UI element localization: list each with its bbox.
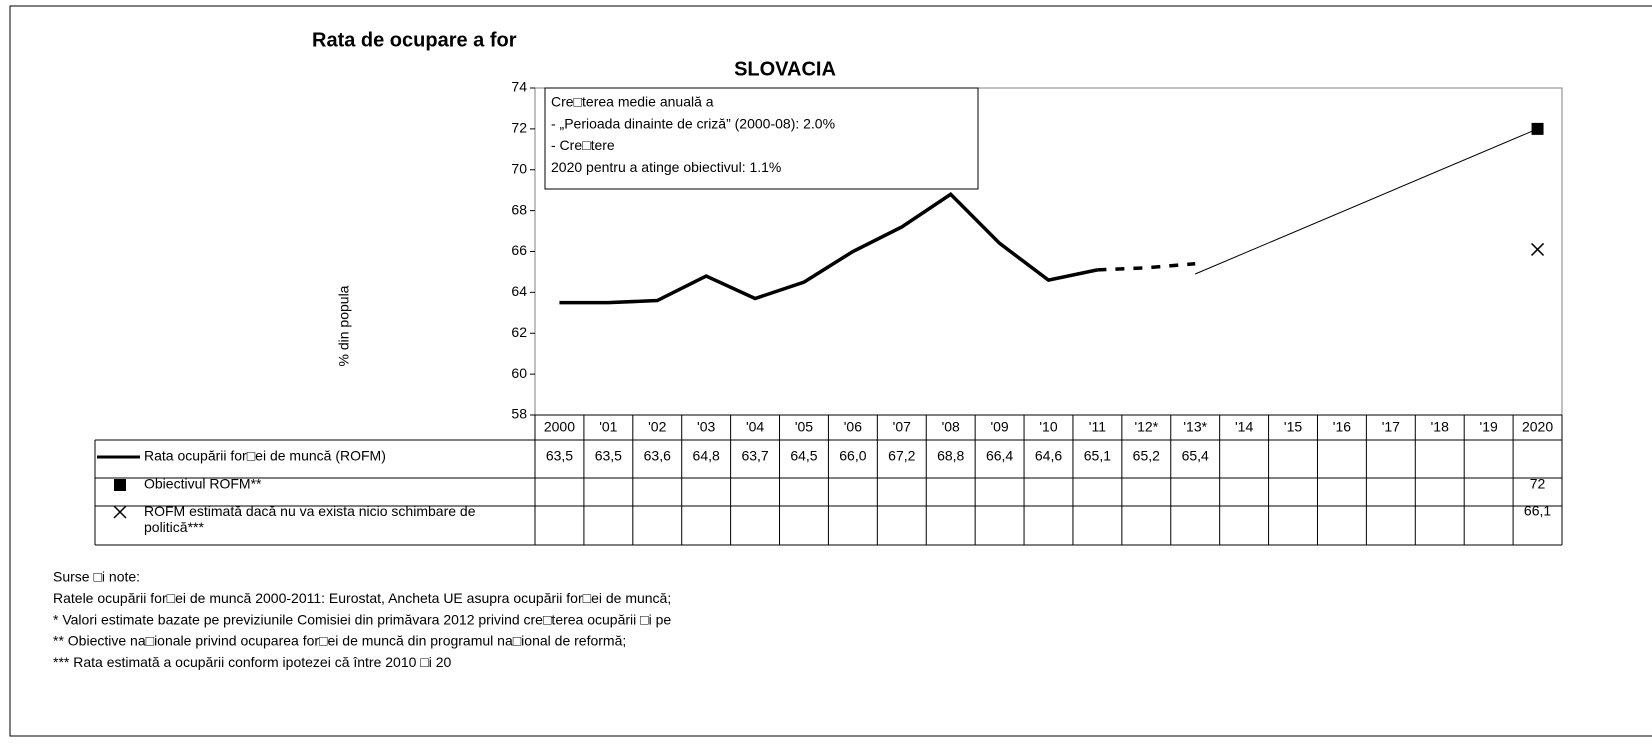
- y-axis-label: % din popula: [336, 285, 352, 366]
- x-tick-label: '17: [1382, 419, 1400, 435]
- legend-square: [114, 479, 126, 491]
- x-tick-label: 2000: [544, 419, 575, 435]
- x-tick-label: '09: [990, 419, 1008, 435]
- y-tick-label: 58: [511, 406, 527, 422]
- line: [559, 192, 1098, 305]
- x-tick-label: '05: [795, 419, 813, 435]
- y-tick-label: 64: [511, 283, 527, 299]
- legend-label: Obiectivul ROFM**: [144, 476, 262, 492]
- y-tick-label: 70: [511, 160, 527, 176]
- legend-label-line: ROFM estimată dacă nu va exista nicio sc…: [144, 503, 476, 519]
- x-tick-label: '11: [1089, 419, 1106, 435]
- annotation-line: Cre□terea medie anuală a: [551, 94, 714, 110]
- x-tick-label: '15: [1284, 419, 1302, 435]
- x-tick-label: '01: [599, 419, 617, 435]
- y-tick-label: 62: [511, 324, 527, 340]
- table-value: 66,0: [839, 448, 866, 464]
- note: Ratele ocupării for□ei de muncă 2000-201…: [53, 590, 671, 606]
- y-tick-label: 60: [511, 365, 527, 381]
- x-tick-label: '04: [746, 419, 764, 435]
- note: * Valori estimate bazate pe previziunile…: [53, 611, 671, 627]
- table-value: 68,8: [937, 448, 964, 464]
- note: Surse □i note:: [53, 569, 140, 585]
- x-tick-label: '14: [1235, 419, 1253, 435]
- table-value: 63,6: [644, 448, 671, 464]
- legend-label-line: politică***: [144, 519, 204, 535]
- table-value: 65,4: [1182, 448, 1209, 464]
- table-value: 64,6: [1035, 448, 1062, 464]
- table-value: 63,5: [546, 448, 573, 464]
- table-value: 67,2: [888, 448, 915, 464]
- annotation-line: 2020 pentru a atinge obiectivul: 1.1%: [551, 159, 781, 175]
- x-tick-label: '16: [1333, 419, 1351, 435]
- x-tick-label: '12*: [1134, 419, 1158, 435]
- table-value: 64,8: [693, 448, 720, 464]
- x-tick-label: '06: [844, 419, 862, 435]
- x-tick-label: 2020: [1522, 419, 1553, 435]
- table-value: 64,5: [790, 448, 817, 464]
- annotation: Cre□terea medie anuală a - „Perioada dina…: [551, 94, 835, 175]
- table-value: 63,5: [595, 448, 622, 464]
- trajectory-line: [1195, 128, 1538, 275]
- x-tick-label: '02: [648, 419, 666, 435]
- x-tick-label: '13*: [1183, 419, 1207, 435]
- table-value: 66,4: [986, 448, 1013, 464]
- y-tick-label: 68: [511, 201, 527, 217]
- y-tick-label: 72: [511, 120, 527, 136]
- table-value: 65,2: [1133, 448, 1160, 464]
- x-tick-label: '18: [1431, 419, 1449, 435]
- annotation-line: - Cre□tere: [551, 137, 615, 153]
- frame: [9, 5, 1652, 737]
- table-value: 72: [1530, 476, 1546, 492]
- x-tick-label: '19: [1480, 419, 1498, 435]
- x-tick-label: '07: [893, 419, 911, 435]
- legend-label: ROFM estimată dacă nu va exista nicio sc…: [144, 503, 476, 535]
- x-tick-label: '10: [1039, 419, 1057, 435]
- y-tick-label: 66: [511, 242, 527, 258]
- y-tick-label: 74: [511, 79, 527, 95]
- annotation-line: - „Perioada dinainte de criză” (2000-08)…: [551, 115, 835, 131]
- note: ** Obiective na□ionale privind ocuparea …: [53, 633, 626, 649]
- annotation-box: [544, 87, 979, 190]
- x-tick-label: '03: [697, 419, 715, 435]
- x-tick-label: '08: [942, 419, 960, 435]
- note: *** Rata estimată a ocupării conform ipo…: [53, 654, 452, 670]
- table-value: 65,1: [1084, 448, 1111, 464]
- table-value: 63,7: [741, 448, 768, 464]
- legend-label: Rata ocupării for□ei de muncă (ROFM): [144, 448, 386, 464]
- estimate-marker: [1531, 242, 1545, 256]
- line-estimated: [1097, 262, 1196, 272]
- chart-subtitle: SLOVACIA: [734, 58, 836, 80]
- table-value: 66,1: [1524, 503, 1551, 519]
- chart-title: Rata de ocupare a for: [312, 29, 517, 51]
- legend-x: [113, 505, 127, 519]
